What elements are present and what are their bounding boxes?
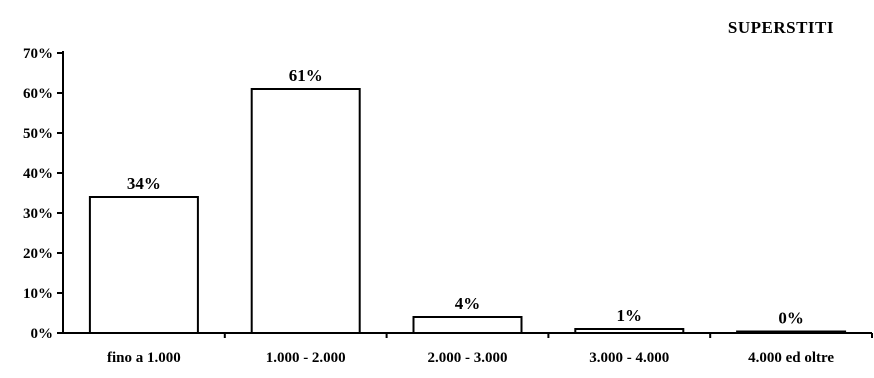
y-tick-label: 60% <box>23 86 53 102</box>
bar <box>736 330 847 334</box>
bar-data-label: 4% <box>455 294 481 313</box>
y-tick-label: 0% <box>31 326 54 342</box>
bar <box>250 88 361 334</box>
bar-data-label: 0% <box>778 309 804 328</box>
x-category-label: fino a 1.000 <box>107 350 181 366</box>
bar <box>412 316 523 334</box>
y-tick-label: 50% <box>23 126 53 142</box>
bar <box>574 328 685 334</box>
chart-title: SUPERSTITI <box>727 18 834 37</box>
bar-data-label: 61% <box>289 66 323 85</box>
bar-data-label: 1% <box>617 306 643 325</box>
y-tick-label: 70% <box>23 46 53 62</box>
y-tick-label: 30% <box>23 206 53 222</box>
y-tick-label: 40% <box>23 166 53 182</box>
x-category-label: 2.000 - 3.000 <box>428 350 508 366</box>
y-tick-label: 10% <box>23 286 53 302</box>
y-tick-label: 20% <box>23 246 53 262</box>
x-category-label: 1.000 - 2.000 <box>266 350 346 366</box>
bar <box>88 196 199 334</box>
x-category-label: 3.000 - 4.000 <box>589 350 669 366</box>
bar-data-label: 34% <box>127 174 161 193</box>
x-category-label: 4.000 ed oltre <box>748 350 834 366</box>
